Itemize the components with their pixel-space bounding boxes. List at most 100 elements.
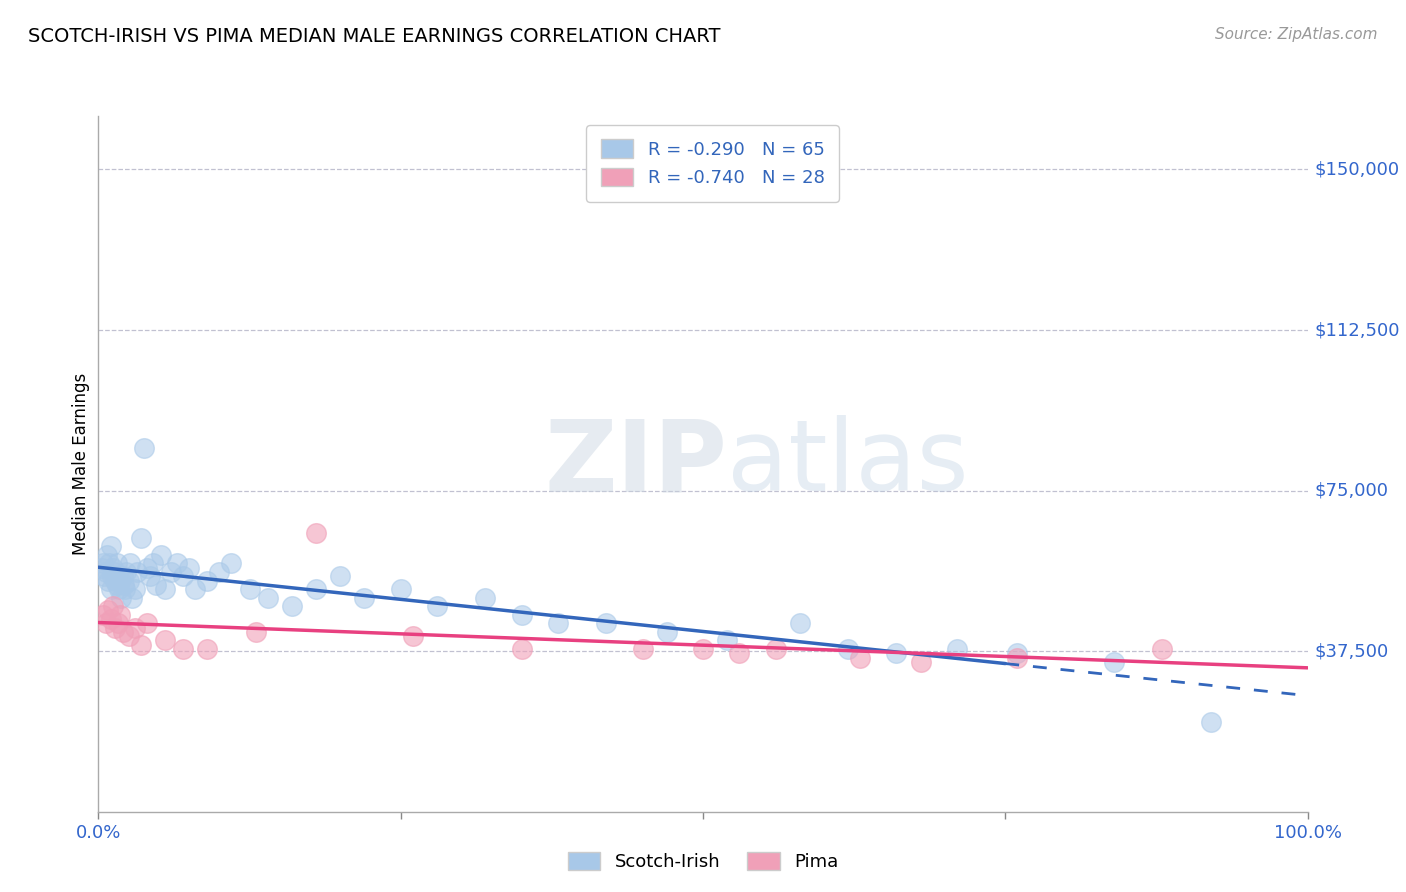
Point	[547, 616, 569, 631]
Point	[426, 599, 449, 614]
Legend: R = -0.290   N = 65, R = -0.740   N = 28: R = -0.290 N = 65, R = -0.740 N = 28	[586, 125, 839, 202]
Point	[105, 578, 128, 592]
Point	[1199, 714, 1222, 729]
Point	[135, 616, 157, 631]
Point	[716, 633, 738, 648]
Point	[910, 655, 932, 669]
Y-axis label: Median Male Earnings: Median Male Earnings	[72, 373, 90, 555]
Point	[655, 624, 678, 639]
Point	[329, 569, 352, 583]
Point	[121, 591, 143, 605]
Point	[389, 582, 412, 596]
Point	[114, 582, 136, 596]
Point	[245, 624, 267, 639]
Text: $112,500: $112,500	[1315, 321, 1400, 339]
Point	[208, 565, 231, 579]
Point	[402, 629, 425, 643]
Point	[118, 574, 141, 588]
Point	[91, 557, 114, 571]
Point	[98, 557, 121, 571]
Point	[221, 557, 243, 571]
Legend: Scotch-Irish, Pima: Scotch-Irish, Pima	[561, 845, 845, 879]
Point	[160, 565, 183, 579]
Point	[1152, 642, 1174, 657]
Point	[100, 612, 122, 626]
Point	[195, 574, 218, 588]
Point	[107, 569, 129, 583]
Point	[97, 603, 120, 617]
Point	[353, 591, 375, 605]
Point	[110, 591, 132, 605]
Point	[281, 599, 304, 614]
Point	[101, 560, 124, 574]
Point	[101, 599, 124, 614]
Point	[104, 621, 127, 635]
Text: $37,500: $37,500	[1315, 642, 1389, 660]
Point	[789, 616, 811, 631]
Text: $150,000: $150,000	[1315, 161, 1400, 178]
Point	[195, 642, 218, 657]
Point	[946, 642, 969, 657]
Point	[118, 629, 141, 643]
Point	[172, 569, 194, 583]
Point	[100, 569, 122, 583]
Point	[305, 582, 328, 596]
Text: $75,000: $75,000	[1315, 482, 1389, 500]
Text: SCOTCH-IRISH VS PIMA MEDIAN MALE EARNINGS CORRELATION CHART: SCOTCH-IRISH VS PIMA MEDIAN MALE EARNING…	[28, 27, 721, 45]
Point	[103, 565, 125, 579]
Point	[100, 582, 122, 596]
Point	[510, 607, 533, 622]
Point	[172, 642, 194, 657]
Point	[118, 557, 141, 571]
Point	[256, 591, 278, 605]
Point	[837, 642, 859, 657]
Point	[139, 569, 162, 583]
Text: atlas: atlas	[727, 416, 969, 512]
Point	[692, 642, 714, 657]
Point	[631, 642, 654, 657]
Point	[177, 560, 201, 574]
Text: ZIP: ZIP	[544, 416, 727, 512]
Point	[595, 616, 617, 631]
Point	[153, 582, 176, 596]
Point	[111, 624, 134, 639]
Point	[127, 565, 149, 579]
Point	[91, 607, 114, 622]
Point	[239, 582, 262, 596]
Point	[129, 531, 152, 545]
Point	[510, 642, 533, 657]
Point	[91, 560, 114, 574]
Point	[124, 621, 146, 635]
Point	[474, 591, 496, 605]
Point	[728, 646, 751, 660]
Point	[97, 574, 120, 588]
Point	[305, 526, 328, 541]
Point	[145, 578, 167, 592]
Point	[142, 557, 165, 571]
Point	[111, 569, 134, 583]
Point	[100, 539, 122, 553]
Text: Source: ZipAtlas.com: Source: ZipAtlas.com	[1215, 27, 1378, 42]
Point	[765, 642, 787, 657]
Point	[104, 574, 127, 588]
Point	[96, 548, 118, 562]
Point	[115, 565, 138, 579]
Point	[184, 582, 207, 596]
Point	[93, 569, 115, 583]
Point	[94, 616, 117, 631]
Point	[134, 441, 156, 455]
Point	[129, 638, 152, 652]
Point	[108, 607, 131, 622]
Point	[135, 560, 157, 574]
Point	[886, 646, 908, 660]
Point	[124, 582, 146, 596]
Point	[108, 582, 131, 596]
Point	[1102, 655, 1125, 669]
Point	[153, 633, 176, 648]
Point	[849, 650, 872, 665]
Point	[1007, 650, 1029, 665]
Point	[105, 557, 128, 571]
Point	[108, 574, 131, 588]
Point	[94, 565, 117, 579]
Point	[150, 548, 173, 562]
